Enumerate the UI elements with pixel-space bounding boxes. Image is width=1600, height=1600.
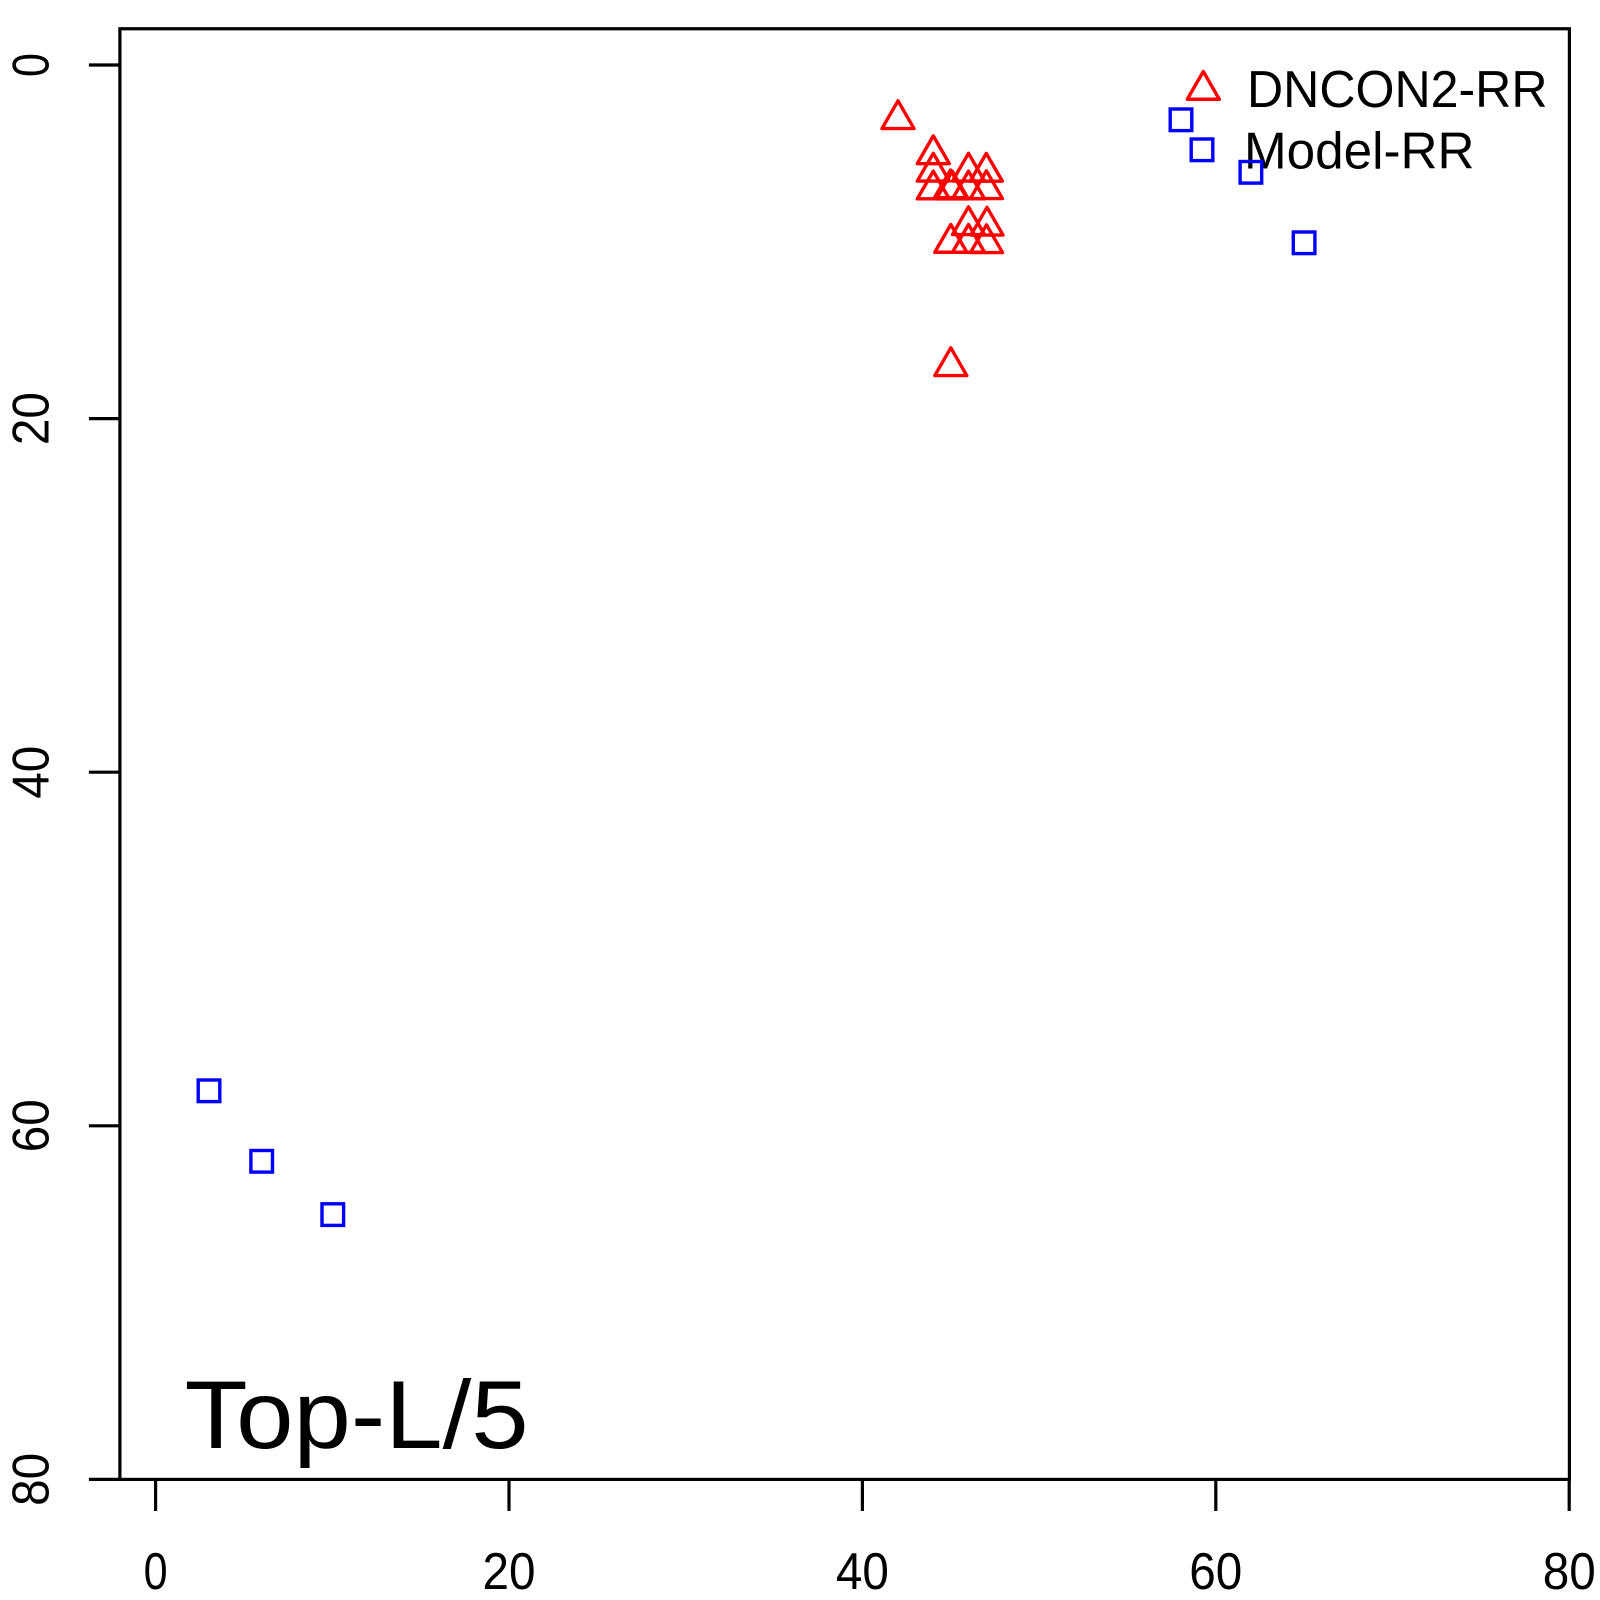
svg-text:Model-RR: Model-RR — [1244, 123, 1475, 181]
svg-text:Top-L/5: Top-L/5 — [185, 1360, 529, 1469]
svg-text:40: 40 — [836, 1543, 889, 1600]
svg-text:60: 60 — [3, 1099, 61, 1152]
svg-text:DNCON2-RR: DNCON2-RR — [1247, 61, 1548, 119]
svg-text:60: 60 — [1189, 1543, 1242, 1600]
svg-text:20: 20 — [3, 392, 61, 445]
svg-text:0: 0 — [144, 1543, 168, 1600]
svg-text:20: 20 — [483, 1543, 536, 1600]
svg-text:0: 0 — [3, 53, 61, 77]
svg-text:80: 80 — [3, 1453, 61, 1506]
svg-text:40: 40 — [3, 746, 61, 799]
svg-text:80: 80 — [1543, 1543, 1596, 1600]
